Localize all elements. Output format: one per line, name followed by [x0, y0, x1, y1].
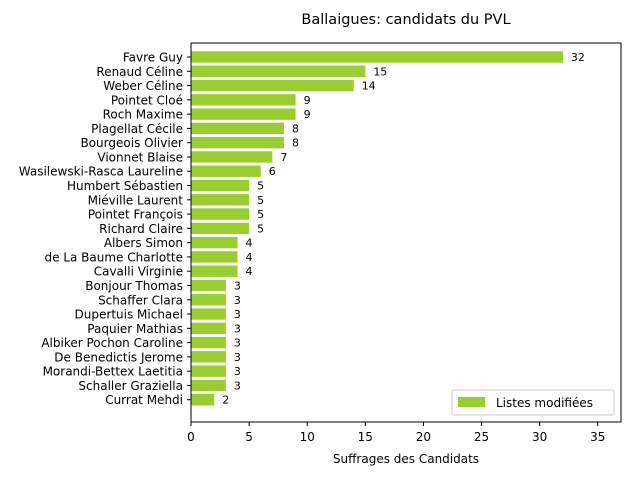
bar-value-label: 9: [304, 94, 311, 107]
chart-title: Ballaigues: candidats du PVL: [301, 12, 510, 28]
bar-value-label: 3: [234, 322, 241, 335]
x-tick-label: 35: [590, 430, 605, 444]
y-tick-label: Morandi-Bettex Laetitia: [43, 365, 183, 379]
bar-value-label: 3: [234, 351, 241, 364]
bar: [191, 294, 226, 306]
bar: [191, 194, 250, 206]
bar-value-label: 5: [257, 194, 264, 207]
y-tick-label: Pointet François: [88, 208, 183, 222]
y-tick-label: Schaffer Clara: [98, 293, 183, 307]
bar-value-label: 5: [257, 208, 264, 221]
bar: [191, 251, 238, 263]
bar: [191, 65, 366, 77]
bar-value-label: 4: [245, 251, 252, 264]
y-tick-label: Renaud Céline: [96, 65, 183, 79]
bar: [191, 236, 238, 249]
y-tick-label: Wasilewski-Rasca Laureline: [19, 165, 183, 179]
y-tick-label: Albiker Pochon Caroline: [41, 336, 183, 350]
bar-value-label: 2: [222, 394, 229, 407]
plot-frame: [190, 42, 622, 423]
x-tick-label: 0: [187, 430, 195, 444]
x-tick-label: 30: [532, 430, 547, 444]
x-tick-label: 15: [358, 430, 373, 444]
x-tick-label: 25: [474, 430, 489, 444]
y-tick-label: Humbert Sébastien: [67, 179, 183, 193]
y-tick-label: de La Baume Charlotte: [45, 250, 184, 264]
legend: Listes modifiées: [451, 389, 615, 416]
bar: [191, 51, 563, 63]
y-tick-label: Schaller Graziella: [78, 379, 183, 393]
y-tick-label: Bourgeois Olivier: [80, 136, 183, 150]
bar-value-label: 3: [234, 279, 241, 292]
bar: [191, 394, 215, 406]
y-tick-label: Bonjour Thomas: [85, 279, 183, 293]
bar-value-label: 5: [257, 222, 264, 235]
bar: [191, 322, 226, 335]
bar: [191, 79, 354, 92]
bar: [191, 279, 226, 292]
bar-value-label: 3: [234, 365, 241, 378]
bar-value-label: 3: [234, 308, 241, 321]
legend-box: [451, 389, 615, 416]
y-tick-label: Plagellat Cécile: [91, 122, 183, 136]
bar-value-label: 3: [234, 379, 241, 392]
bar: [191, 265, 238, 277]
y-tick-label: Cavalli Virginie: [94, 265, 183, 279]
x-axis-label: Suffrages des Candidats: [333, 452, 479, 466]
legend-swatch: [458, 397, 485, 407]
y-tick-label: Weber Céline: [103, 79, 183, 93]
x-axis: 0 5 10 15 20 25 30 35: [187, 422, 605, 444]
y-tick-label: Richard Claire: [99, 222, 183, 236]
bar: [191, 165, 261, 177]
y-tick-label: Vionnet Blaise: [97, 150, 183, 164]
bar-value-label: 3: [234, 337, 241, 350]
bar: [191, 336, 226, 349]
y-tick-label: Dupertuis Michael: [75, 308, 183, 322]
bar-value-label: 15: [373, 65, 387, 78]
bar: [191, 208, 250, 220]
bar: [191, 94, 296, 106]
y-tick-label: Favre Guy: [123, 51, 183, 65]
bar-value-label: 8: [292, 137, 299, 150]
y-tick-label: Currat Mehdi: [105, 393, 183, 407]
bar-value-label: 8: [292, 122, 299, 135]
bar: [191, 151, 273, 163]
bar-value-label: 14: [362, 80, 376, 93]
bar-value-label: 7: [280, 151, 287, 164]
y-tick-label: Miéville Laurent: [88, 193, 184, 207]
y-tick-label: Roch Maxime: [103, 108, 183, 122]
bar-value-label: 4: [245, 237, 252, 250]
x-tick-label: 20: [416, 430, 431, 444]
y-tick-label: De Benedictis Jerome: [54, 350, 183, 364]
y-tick-label: Pointet Cloé: [111, 93, 183, 107]
bar: [191, 379, 226, 392]
x-tick-label: 10: [300, 430, 315, 444]
y-tick-label: Paquier Mathias: [87, 322, 183, 336]
y-tick-label: Albers Simon: [104, 236, 183, 250]
bar: [191, 179, 250, 192]
bar: [191, 108, 296, 120]
x-tick-label: 5: [245, 430, 253, 444]
bars-group: [191, 51, 563, 406]
bar-value-label: 5: [257, 180, 264, 193]
bar: [191, 365, 226, 377]
bar-value-label: 4: [245, 265, 252, 278]
bar: [191, 136, 284, 149]
bar-value-label: 6: [269, 165, 276, 178]
bar: [191, 308, 226, 320]
bar: [191, 351, 226, 363]
bar-value-label: 3: [234, 294, 241, 307]
bar-value-label: 9: [304, 108, 311, 121]
bar: [191, 222, 250, 235]
bar-value-label: 32: [571, 51, 585, 64]
bar: [191, 122, 284, 135]
legend-label: Listes modifiées: [496, 396, 593, 410]
